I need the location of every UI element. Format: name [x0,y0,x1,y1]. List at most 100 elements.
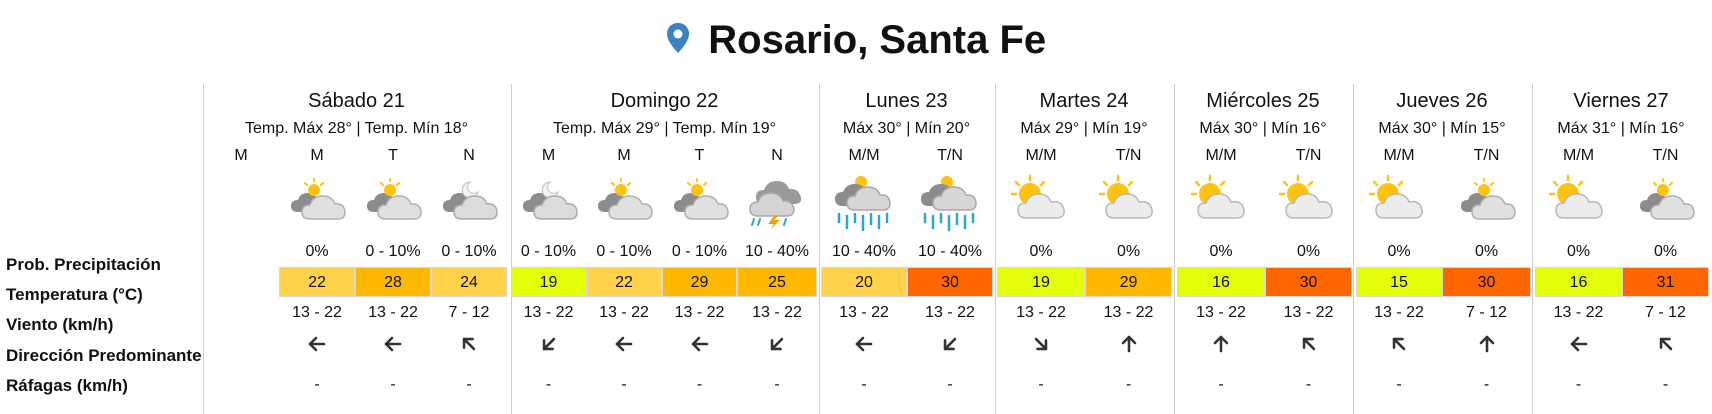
wind-direction-arrow-icon [279,334,355,358]
period-label: T/N [937,147,963,164]
column-divider [203,84,204,414]
gust-value: - [947,376,953,393]
precipitation-probability: 0% [1029,243,1053,260]
temperature-value: 22 [586,267,662,297]
rain-icon [821,172,907,238]
gust-value: - [1038,376,1044,393]
wind-speed: 13 - 22 [1196,304,1246,321]
precipitation-probability: 0% [1296,243,1321,260]
precipitation-probability: 0% [305,243,329,260]
wind-speed: 13 - 22 [1103,304,1154,321]
precipitation-probability: 0 - 10% [596,243,652,260]
gust-value: - [696,376,703,393]
gust-value: - [861,376,867,393]
temperature-value: 29 [662,267,737,297]
precipitation-probability: 0% [1116,243,1141,260]
wind-speed: 13 - 22 [599,304,649,321]
day-temp-range: Máx 31° | Mín 16° [1557,120,1685,137]
wind-direction-arrow-icon [586,334,662,358]
period-label: T/N [1652,147,1679,164]
precipitation-probability: 0 - 10% [441,243,497,260]
wind-speed: 13 - 22 [925,304,975,321]
wind-speed: 13 - 22 [839,304,889,321]
wind-direction-arrow-icon [997,334,1085,358]
day-name: Jueves 26 [1396,90,1488,112]
period-label: T/N [1295,147,1322,164]
row-label-temperature: Temperatura (°C) [6,285,143,304]
period-label: M/M [1383,147,1415,164]
period-column: T/N 10 - 40% 30 13 - 22 - [907,90,993,410]
day-name: Lunes 23 [865,90,948,112]
wind-speed: 13 - 22 [752,304,802,321]
day-column: Sábado 21 Temp. Máx 28° | Temp. Mín 18° M M… [203,90,510,410]
row-label-gusts: Ráfagas (km/h) [6,376,128,395]
wind-speed: 13 - 22 [523,304,574,321]
wind-speed: 7 - 12 [1466,304,1507,321]
wind-direction-arrow-icon [431,334,507,358]
precipitation-probability: 0% [1387,243,1411,260]
period-column: N 0 - 10% 24 7 - 12 - [431,90,507,410]
period-label: M [234,147,248,164]
sun-cloud-icon [1085,172,1172,238]
precipitation-probability: 0 - 10% [671,243,728,260]
period-column: T 0 - 10% 28 13 - 22 - [355,90,431,410]
period-column: T/N 0% 30 13 - 22 - [1265,90,1352,410]
temperature-value: 20 [821,267,907,297]
precipitation-probability: 0% [1566,243,1591,260]
gust-value: - [774,376,780,393]
day-temp-range: Máx 30° | Mín 16° [1199,120,1327,137]
temperature-value: 19 [511,267,586,297]
day-name: Viernes 27 [1573,90,1669,112]
period-column: M/M 10 - 40% 20 13 - 22 - [821,90,907,410]
gust-value: - [621,376,627,393]
temperature-value: 25 [737,267,817,297]
day-column: Viernes 27 Máx 31° | Mín 16° M/M 0% 16 13 - 2… [1532,90,1710,410]
column-divider [1174,84,1175,414]
period-label: M/M [848,147,880,164]
wind-direction-arrow-icon [907,334,993,358]
sun-cloud-icon [1535,172,1622,238]
wind-direction-arrow-icon [1356,334,1442,358]
precipitation-probability: 0% [1209,243,1233,260]
temperature-value: 15 [1356,267,1442,297]
gust-value: - [314,376,320,393]
precipitation-probability: 10 - 40% [917,243,983,260]
precipitation-probability: 0% [1474,243,1499,260]
wind-speed: 13 - 22 [674,304,725,321]
period-column: M/M 0% 16 13 - 22 - [1535,90,1622,410]
wind-direction-arrow-icon [1442,334,1531,358]
gust-value: - [1125,376,1132,393]
period-label: M [541,147,556,164]
wind-speed: 13 - 22 [1374,304,1424,321]
period-label: T [388,147,398,164]
wind-speed: 13 - 22 [368,304,418,321]
gust-value: - [390,376,396,393]
period-label: M/M [1025,147,1057,164]
wind-speed: 7 - 12 [1645,304,1686,321]
period-label: T/N [1115,147,1142,164]
day-temp-range: Máx 30° | Mín 15° [1378,120,1506,137]
partly-cloudy-icon [279,172,355,238]
temperature-value: 28 [355,267,431,297]
wind-direction-arrow-icon [1622,334,1709,358]
row-label-precipitation: Prob. Precipitación [6,255,161,274]
period-column: M/M 0% 15 13 - 22 - [1356,90,1442,410]
period-column: T/N 0% 31 7 - 12 - [1622,90,1709,410]
precipitation-probability: 0% [1653,243,1678,260]
sun-cloud-icon [1265,172,1352,238]
period-label: M [310,147,324,164]
period-column: M [203,90,279,410]
column-divider [1353,84,1354,414]
period-label: T/N [1473,147,1500,164]
wind-speed: 13 - 22 [292,304,342,321]
day-column: Lunes 23 Máx 30° | Mín 20° M/M 10 - 40% 20 13… [819,90,994,410]
wind-direction-arrow-icon [737,334,817,358]
day-temp-range: Máx 29° | Mín 19° [1020,120,1148,137]
period-column: M/M 0% 16 13 - 22 - [1177,90,1265,410]
day-temp-range: Máx 30° | Mín 20° [842,120,971,137]
precipitation-probability: 0 - 10% [365,243,421,260]
wind-direction-arrow-icon [821,334,907,358]
temperature-value: 24 [431,267,507,297]
period-label: M/M [1205,147,1237,164]
day-name: Miércoles 25 [1206,90,1320,112]
